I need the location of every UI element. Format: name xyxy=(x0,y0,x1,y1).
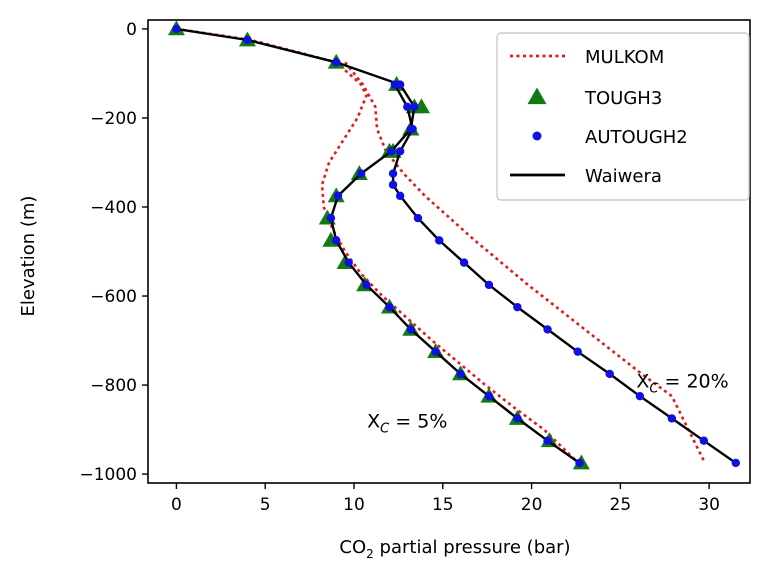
autough2-marker xyxy=(332,236,341,245)
x-tick-label: 15 xyxy=(432,495,454,515)
case-annotation-sub: C xyxy=(380,422,390,437)
autough2-marker xyxy=(344,258,353,267)
autough2-marker xyxy=(408,124,417,134)
autough2-marker xyxy=(243,35,252,45)
y-tick-label: −1000 xyxy=(79,465,137,485)
legend-box xyxy=(496,32,750,201)
y-tick-label: −600 xyxy=(90,287,137,307)
autough2-marker xyxy=(390,80,400,89)
y-tick-label: −400 xyxy=(90,198,137,218)
case-annotation: XC = 20% xyxy=(636,371,728,397)
autough2-marker xyxy=(362,280,371,290)
autough2-marker xyxy=(385,302,394,312)
x-tick-label: 20 xyxy=(521,495,543,515)
autough2-marker xyxy=(543,436,552,445)
y-tick-label: −800 xyxy=(90,376,137,396)
annotations-layer: XC = 5%XC = 20% xyxy=(367,371,729,437)
legend-label: AUTOUGH2 xyxy=(585,127,688,148)
legend-entry: AUTOUGH2 xyxy=(532,127,688,148)
autough2-marker xyxy=(484,280,494,290)
autough2-marker xyxy=(406,325,416,334)
legend-label: MULKOM xyxy=(585,47,664,68)
case-annotation-main: X xyxy=(367,411,380,433)
x-tick-label: 5 xyxy=(260,495,271,515)
legend-entries: MULKOM TOUGH3 AUTOUGH2 Waiwera xyxy=(510,47,688,187)
legend-label: TOUGH3 xyxy=(584,88,662,109)
mulkom-line xyxy=(344,61,705,462)
autough2-marker xyxy=(410,102,419,112)
legend-swatch-tough3 xyxy=(527,87,547,105)
x-tick-label: 0 xyxy=(171,495,182,515)
autough2-marker xyxy=(731,458,740,468)
autough2-marker xyxy=(172,24,181,34)
autough2-marker xyxy=(388,169,398,178)
series-layer xyxy=(167,20,740,470)
autough2-marker xyxy=(513,414,522,423)
autough2-marker xyxy=(388,180,398,189)
y-tick-label: −200 xyxy=(90,109,137,129)
autough2-marker xyxy=(435,236,444,245)
legend: MULKOM TOUGH3 AUTOUGH2 Waiwera xyxy=(496,32,750,201)
x-axis-label-subscript: 2 xyxy=(366,547,374,561)
x-axis-label-rest: partial pressure (bar) xyxy=(374,537,571,558)
legend-label: Waiwera xyxy=(585,166,662,187)
autough2-marker xyxy=(513,302,522,312)
autough2-marker xyxy=(332,58,341,67)
legend-entry: MULKOM xyxy=(510,47,664,68)
autough2-marker xyxy=(413,213,423,223)
case-annotation-rest: = 20% xyxy=(658,371,728,393)
autough2-marker xyxy=(326,213,336,223)
autough2-marker xyxy=(484,391,494,401)
legend-entry: TOUGH3 xyxy=(527,87,662,109)
autough2-marker xyxy=(403,102,412,112)
ticks-layer: 0 5 10 15 20 25 30 0 −200 −400 −600 −800 −1000 xyxy=(79,20,719,515)
x-tick-label: 25 xyxy=(610,495,632,515)
case-annotation-rest: = 5% xyxy=(389,411,447,433)
autough2-marker xyxy=(635,391,645,401)
autough2-marker xyxy=(459,258,469,267)
x-tick-label: 30 xyxy=(698,495,720,515)
y-tick-label: 0 xyxy=(126,20,137,40)
autough2-marker xyxy=(575,458,584,468)
autough2-marker xyxy=(356,169,366,178)
autough2-marker xyxy=(456,369,465,379)
autough2-marker xyxy=(699,436,709,445)
autough2-marker xyxy=(573,347,582,356)
autough2-marker xyxy=(395,147,405,156)
case-annotation: XC = 5% xyxy=(367,411,447,437)
y-axis-label: Elevation (m) xyxy=(18,196,39,317)
x-tick-label: 10 xyxy=(343,495,365,515)
autough2-marker xyxy=(387,147,396,156)
axes-frame xyxy=(147,19,751,484)
autough2-marker xyxy=(395,191,405,201)
case-annotation-main: X xyxy=(636,371,649,393)
autough2-marker xyxy=(333,191,343,201)
x-axis-label-main: CO xyxy=(339,537,366,558)
autough2-marker xyxy=(605,369,614,379)
x-axis-label: CO2 partial pressure (bar) xyxy=(339,537,570,561)
case-annotation-sub: C xyxy=(649,382,659,397)
autough2-marker xyxy=(667,414,677,423)
legend-entry: Waiwera xyxy=(510,166,662,187)
legend-swatch-autough2 xyxy=(532,131,542,141)
autough2-marker xyxy=(431,347,440,356)
autough2-marker xyxy=(543,325,552,334)
